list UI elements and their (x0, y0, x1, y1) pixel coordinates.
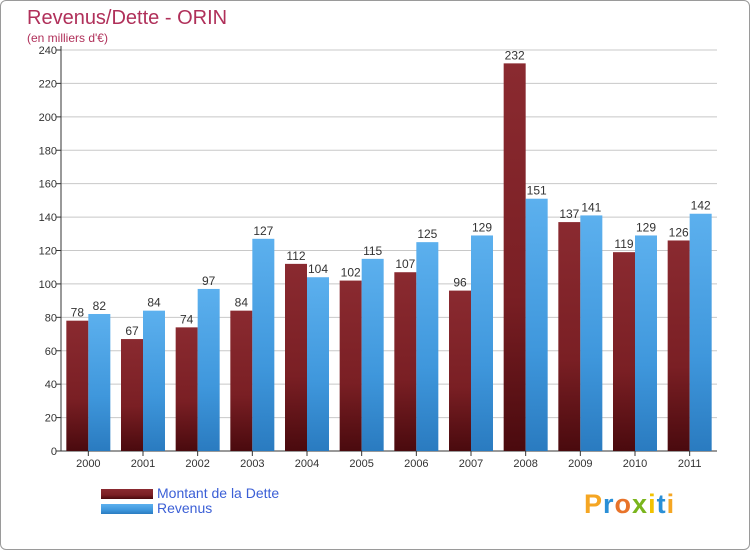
data-label-dette: 107 (395, 257, 415, 271)
bar-revenus (471, 235, 493, 451)
legend-label-dette: Montant de la Dette (157, 485, 280, 501)
data-label-revenus: 97 (202, 274, 216, 288)
y-tick-label: 20 (45, 413, 57, 425)
x-tick-label: 2009 (568, 458, 592, 470)
x-tick-label: 2008 (513, 458, 537, 470)
data-label-dette: 232 (505, 48, 525, 62)
chart-subtitle: (en milliers d'€) (27, 31, 108, 45)
bar-revenus (143, 310, 165, 451)
x-tick-label: 2010 (623, 458, 647, 470)
x-tick-label: 2004 (295, 458, 319, 470)
logo-letter: x (632, 489, 649, 519)
y-tick-label: 40 (45, 379, 57, 391)
x-tick-label: 2011 (678, 458, 702, 470)
bar-revenus (580, 215, 603, 451)
x-tick-label: 2000 (76, 458, 100, 470)
data-label-dette: 96 (453, 276, 467, 290)
bar-dette (394, 272, 417, 451)
data-label-revenus: 125 (417, 227, 437, 241)
bar-dette (449, 290, 471, 451)
bar-dette (558, 222, 581, 451)
bar-revenus (252, 238, 275, 451)
y-tick-label: 200 (39, 112, 57, 124)
bar-dette (667, 240, 690, 451)
data-label-revenus: 104 (308, 262, 328, 276)
x-tick-label: 2007 (459, 458, 483, 470)
bar-revenus (525, 198, 548, 451)
bar-dette (121, 339, 143, 451)
data-label-revenus: 82 (93, 299, 107, 313)
y-tick-label: 160 (39, 179, 57, 191)
data-label-dette: 102 (341, 266, 361, 280)
bar-dette (503, 63, 526, 451)
logo-letter: o (614, 489, 633, 519)
bar-dette (613, 252, 635, 451)
bar-dette (66, 320, 89, 451)
data-label-dette: 78 (71, 306, 85, 320)
x-tick-label: 2002 (185, 458, 209, 470)
y-tick-label: 60 (45, 346, 57, 358)
data-label-revenus: 141 (581, 200, 601, 214)
bar-dette (230, 310, 253, 451)
data-label-dette: 126 (669, 225, 689, 239)
bar-dette (285, 263, 307, 451)
y-tick-label: 140 (39, 212, 57, 224)
data-label-dette: 74 (180, 312, 194, 326)
bar-revenus (197, 288, 220, 451)
y-tick-label: 240 (39, 45, 57, 57)
data-label-revenus: 127 (253, 224, 273, 238)
y-tick-label: 100 (39, 279, 57, 291)
legend-label-revenus: Revenus (157, 500, 213, 516)
data-label-dette: 67 (125, 324, 139, 338)
y-tick-label: 220 (39, 78, 57, 90)
bar-revenus (307, 277, 329, 451)
x-tick-label: 2006 (404, 458, 428, 470)
y-tick-label: 0 (51, 446, 57, 458)
data-label-dette: 137 (559, 207, 579, 221)
bar-dette (339, 280, 362, 451)
data-label-revenus: 115 (363, 244, 382, 258)
data-label-revenus: 129 (472, 220, 492, 234)
data-label-dette: 112 (286, 249, 305, 263)
x-tick-label: 2003 (240, 458, 264, 470)
data-label-revenus: 84 (147, 296, 161, 310)
bar-revenus (88, 313, 111, 451)
logo-letter: i (666, 489, 676, 519)
logo-letter: i (648, 489, 657, 519)
x-tick-label: 2005 (349, 458, 373, 470)
y-tick-label: 180 (39, 145, 57, 157)
bar-revenus (416, 242, 439, 451)
legend-swatch-dette (101, 489, 153, 499)
bar-dette (175, 327, 198, 451)
bar-revenus (635, 235, 657, 451)
bar-revenus (689, 213, 712, 451)
x-tick-label: 2001 (131, 458, 155, 470)
legend-swatch-revenus (101, 504, 153, 514)
data-label-dette: 119 (614, 237, 633, 251)
y-tick-label: 80 (45, 312, 57, 324)
data-label-dette: 84 (235, 296, 249, 310)
bar-revenus (361, 258, 384, 451)
data-label-revenus: 129 (636, 220, 656, 234)
data-label-revenus: 142 (691, 199, 711, 213)
logo-letter: r (603, 489, 615, 519)
logo-letter: t (656, 489, 667, 519)
chart-title: Revenus/Dette - ORIN (27, 7, 228, 29)
data-label-revenus: 151 (527, 184, 547, 198)
proxiti-logo: Proxiti (584, 489, 675, 520)
y-tick-label: 120 (39, 246, 57, 258)
logo-letter: P (584, 489, 604, 519)
